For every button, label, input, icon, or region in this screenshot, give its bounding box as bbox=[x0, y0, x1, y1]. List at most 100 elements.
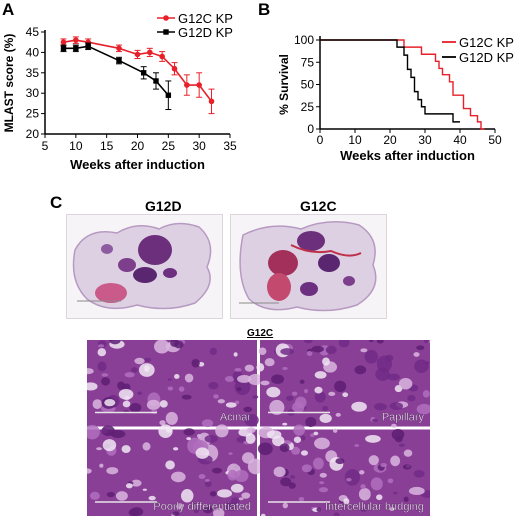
data-point bbox=[116, 57, 122, 64]
pattern-label: Acinar bbox=[220, 412, 252, 424]
y-axis-label: % Survival bbox=[277, 54, 291, 115]
tissue-feature bbox=[313, 457, 324, 470]
tissue-feature bbox=[195, 447, 210, 459]
pattern-label: Papillary bbox=[382, 412, 425, 424]
tissue-feature bbox=[335, 412, 341, 417]
g12c-section-label: G12C bbox=[300, 198, 337, 214]
tissue-feature bbox=[142, 442, 151, 451]
tissue-feature bbox=[148, 495, 156, 501]
tissue-feature bbox=[269, 399, 285, 415]
tissue-feature bbox=[97, 348, 107, 357]
tissue-feature bbox=[96, 447, 103, 451]
tissue-feature bbox=[358, 487, 371, 501]
tissue-feature bbox=[286, 395, 294, 401]
tissue-feature bbox=[359, 470, 365, 475]
y-tick-label: 75 bbox=[301, 55, 315, 69]
tissue-feature bbox=[234, 469, 249, 482]
pattern-label: Poorly differentiated bbox=[153, 501, 251, 513]
tissue-feature bbox=[106, 491, 115, 498]
tissue-feature bbox=[225, 402, 237, 408]
tissue-feature bbox=[360, 348, 368, 353]
tissue-feature bbox=[84, 424, 100, 440]
tissue-feature bbox=[264, 358, 275, 367]
y-tick-label: 35 bbox=[26, 66, 40, 80]
tissue-feature bbox=[256, 363, 265, 372]
tissue-feature bbox=[122, 400, 131, 408]
tissue-feature bbox=[301, 464, 312, 473]
tissue-feature bbox=[376, 338, 384, 344]
tissue-feature bbox=[314, 371, 327, 379]
tissue-feature bbox=[228, 452, 233, 455]
tissue-feature bbox=[131, 367, 138, 373]
x-tick-label: 25 bbox=[162, 139, 176, 153]
panel-label-c: C bbox=[50, 193, 63, 212]
tissue-feature bbox=[101, 427, 108, 434]
tissue-feature bbox=[322, 405, 329, 411]
tissue-feature bbox=[354, 444, 360, 447]
tissue-feature bbox=[246, 427, 256, 434]
tissue-feature bbox=[282, 422, 288, 426]
data-point bbox=[159, 53, 165, 60]
tissue-feature bbox=[234, 367, 242, 372]
tissue-feature bbox=[159, 420, 166, 426]
tissue-feature bbox=[99, 463, 104, 468]
tissue-feature bbox=[241, 492, 251, 499]
tissue-feature bbox=[416, 345, 425, 351]
tissue-feature bbox=[248, 373, 263, 386]
micrograph-1: Papillary bbox=[256, 336, 432, 428]
tissue-feature bbox=[319, 481, 325, 485]
tissue-feature bbox=[174, 340, 184, 349]
tissue-feature bbox=[376, 494, 383, 501]
tissue-feature bbox=[365, 434, 381, 443]
tissue-feature bbox=[293, 436, 302, 443]
tissue-feature bbox=[217, 489, 233, 498]
tissue-feature bbox=[245, 433, 256, 444]
tissue-feature bbox=[101, 373, 109, 377]
tissue-feature bbox=[196, 433, 202, 438]
tissue-feature bbox=[129, 402, 142, 413]
tissue-feature bbox=[346, 477, 352, 482]
tissue-feature bbox=[92, 399, 103, 410]
tissue-feature bbox=[125, 483, 133, 489]
tissue-feature bbox=[208, 381, 219, 390]
data-point bbox=[73, 45, 79, 52]
tissue-feature bbox=[338, 337, 350, 348]
tissue-feature bbox=[83, 382, 98, 391]
tissue-feature bbox=[370, 477, 383, 491]
tissue-feature bbox=[243, 406, 253, 413]
y-tick-label: 20 bbox=[26, 127, 40, 141]
tissue-feature bbox=[280, 348, 295, 356]
legend-label: G12C KP bbox=[178, 11, 233, 26]
tissue-feature bbox=[351, 401, 367, 412]
x-tick-label: 50 bbox=[488, 133, 502, 147]
tissue-feature bbox=[408, 486, 425, 496]
tissue-feature bbox=[118, 388, 134, 400]
tissue-feature bbox=[244, 413, 259, 427]
tissue-feature bbox=[117, 381, 125, 390]
tissue-feature bbox=[398, 377, 413, 390]
tissue-feature bbox=[224, 502, 239, 511]
tissue-feature bbox=[97, 361, 107, 372]
tissue-feature bbox=[299, 379, 305, 384]
tissue-feature bbox=[204, 435, 218, 443]
tissue-feature bbox=[389, 402, 404, 410]
tissue-feature bbox=[238, 497, 244, 501]
tissue-feature bbox=[159, 400, 168, 408]
legend-marker bbox=[163, 15, 169, 21]
tissue-feature bbox=[282, 366, 288, 370]
tissue-feature bbox=[186, 437, 192, 441]
tissue-feature bbox=[236, 387, 242, 392]
y-tick-label: 40 bbox=[26, 45, 40, 59]
tissue-feature bbox=[165, 460, 175, 470]
histology-pattern-grid: Acinar Papillary Poorly differentiated Inte… bbox=[82, 335, 436, 519]
tissue-feature bbox=[106, 467, 119, 475]
tissue-feature bbox=[242, 452, 255, 464]
tissue-feature bbox=[295, 396, 307, 409]
tissue-feature bbox=[424, 361, 430, 365]
tissue-feature bbox=[422, 390, 430, 398]
y-tick-label: 50 bbox=[301, 78, 315, 92]
tissue-feature bbox=[334, 380, 347, 393]
data-point bbox=[184, 82, 190, 88]
tissue-feature bbox=[314, 386, 323, 394]
tissue-feature bbox=[282, 502, 288, 509]
